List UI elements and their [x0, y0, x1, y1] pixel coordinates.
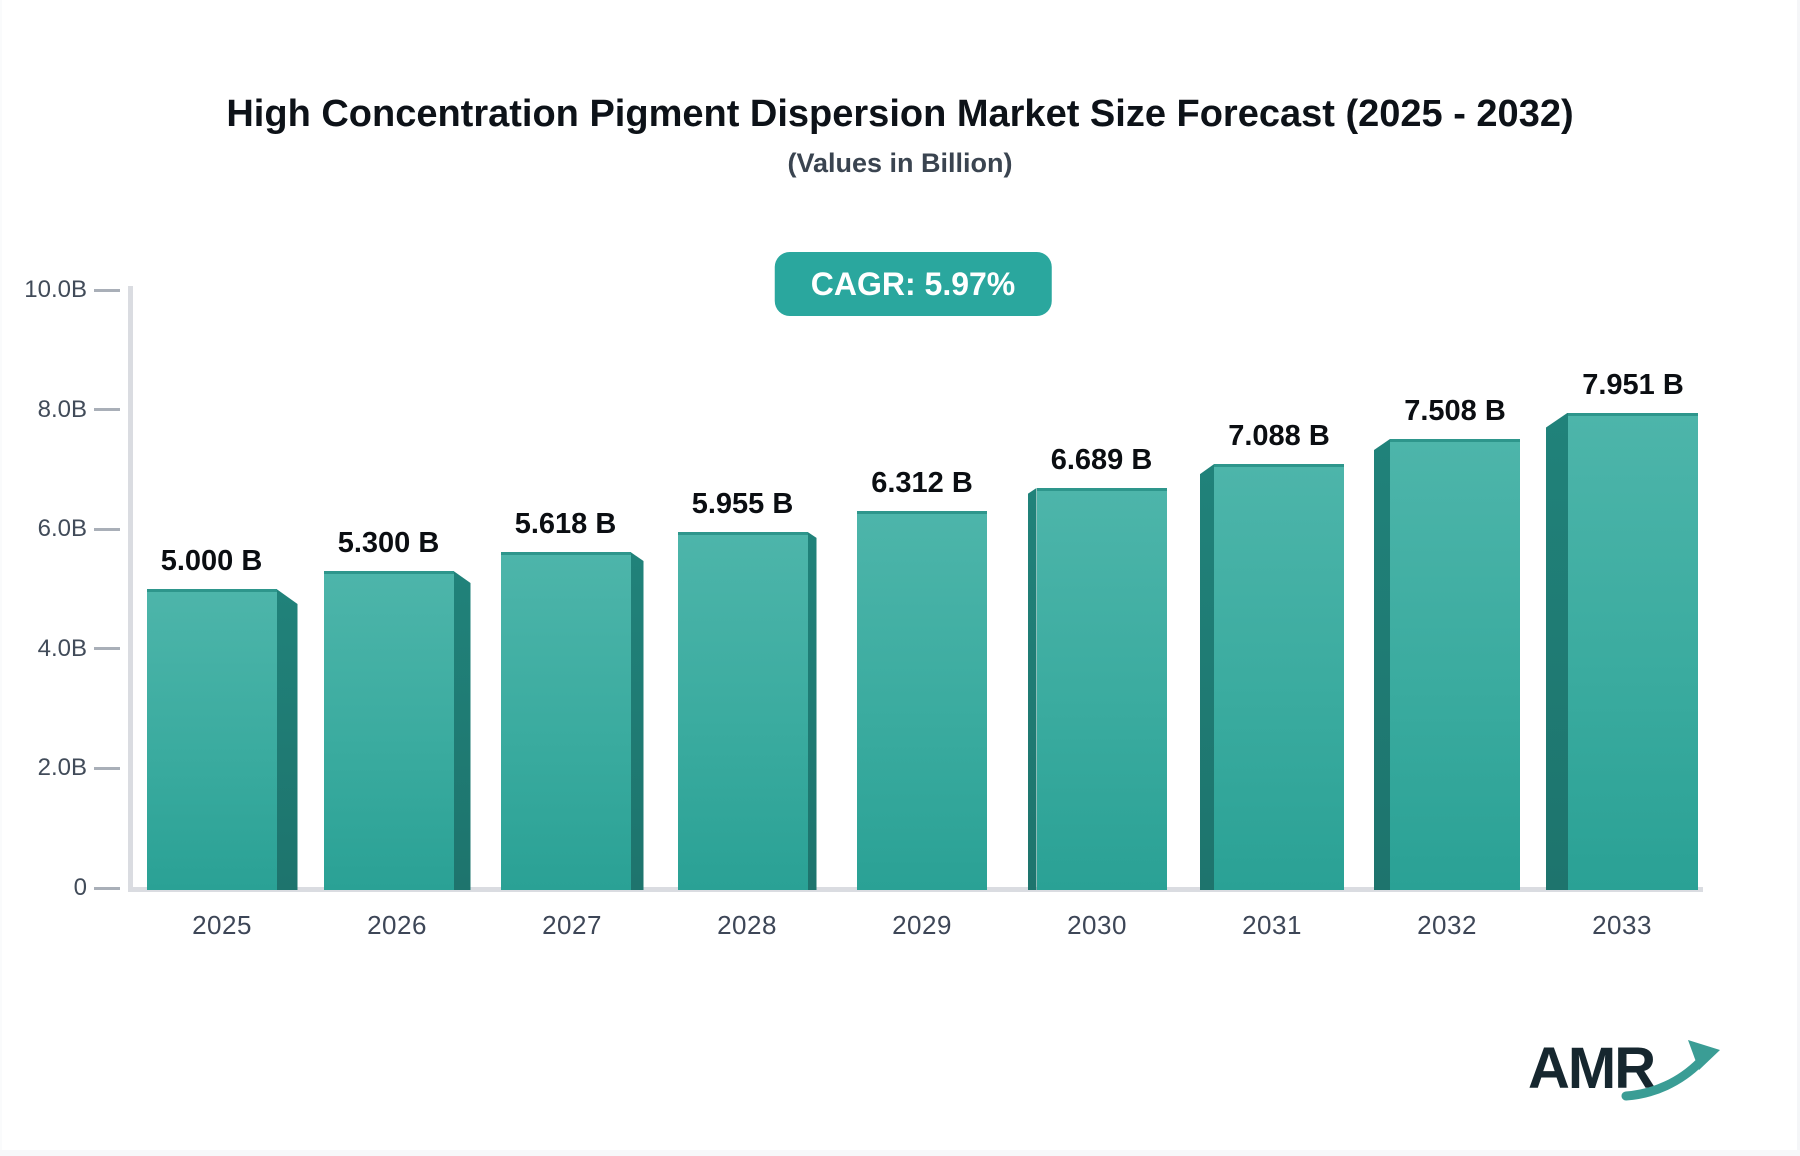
y-tick-label: 0	[73, 874, 87, 901]
bar-2029	[857, 510, 987, 890]
value-label-2029: 6.312 B	[871, 466, 973, 499]
value-label-2026: 5.300 B	[337, 527, 440, 560]
value-label-2027: 5.618 B	[514, 508, 617, 541]
page-edge-bottom	[0, 1150, 1800, 1156]
y-tick-label: 8.0B	[37, 395, 87, 423]
bar-3d-side-2028	[807, 531, 817, 890]
amr-logo-text: AMR	[1528, 1036, 1656, 1101]
y-tick-mark	[94, 766, 120, 770]
y-tick-label: 10.0B	[24, 276, 87, 303]
y-tick-mark	[94, 288, 120, 292]
x-tick-label-2029: 2029	[892, 910, 952, 940]
x-tick-label-2025: 2025	[192, 910, 252, 940]
bar-2026	[323, 571, 454, 890]
x-tick-label-2028: 2028	[717, 910, 777, 940]
y-tick-mark	[94, 886, 120, 890]
x-tick-label-2026: 2026	[367, 910, 427, 940]
value-label-2028: 5.955 B	[691, 487, 794, 520]
bar-2028	[677, 531, 808, 890]
bar-2030	[1036, 487, 1167, 890]
growth-arrow-icon	[1621, 1040, 1720, 1101]
x-tick-label-2027: 2027	[542, 910, 602, 940]
y-tick-label: 2.0B	[37, 754, 87, 782]
value-label-2031: 7.088 B	[1228, 420, 1330, 453]
value-label-2025: 5.000 B	[160, 545, 263, 577]
bar-3d-side-2030	[1027, 487, 1037, 890]
x-tick-label-2031: 2031	[1242, 910, 1302, 940]
page-edge-left	[0, 0, 2, 1156]
bar-3d-side-2026	[453, 571, 471, 890]
bar-2025	[146, 589, 277, 890]
bar-3d-side-2032	[1374, 439, 1390, 890]
bar-2031	[1214, 464, 1344, 890]
bar-3d-side-2025	[276, 589, 298, 890]
y-tick-mark	[94, 647, 120, 651]
value-label-2033: 7.951 B	[1582, 368, 1684, 401]
y-tick-label: 6.0B	[37, 515, 87, 543]
value-label-2032: 7.508 B	[1404, 395, 1506, 428]
value-label-2030: 6.689 B	[1050, 443, 1153, 476]
chart-title: High Concentration Pigment Dispersion Ma…	[226, 93, 1574, 135]
chart-header: High Concentration Pigment Dispersion Ma…	[0, 90, 1800, 180]
chart-subtitle: (Values in Billion)	[787, 148, 1013, 178]
bar-2032	[1390, 439, 1520, 890]
y-tick-mark	[94, 527, 120, 531]
cagr-badge: CAGR: 5.97%	[774, 252, 1052, 316]
x-tick-label-2033: 2033	[1592, 910, 1652, 940]
x-tick-label-2032: 2032	[1417, 910, 1477, 940]
y-tick-label: 4.0B	[37, 634, 87, 662]
bar-3d-side-2031	[1200, 464, 1214, 890]
y-tick-mark	[94, 408, 120, 412]
bar-2027	[500, 552, 631, 890]
bar-3d-side-2033	[1546, 412, 1568, 890]
bar-2033	[1568, 412, 1698, 890]
amr-logo: AMR	[1528, 1038, 1728, 1108]
bar-3d-side-2027	[630, 552, 644, 890]
page-edge-right	[1797, 0, 1800, 1156]
x-tick-label-2030: 2030	[1067, 910, 1127, 940]
y-axis-line	[128, 286, 133, 892]
